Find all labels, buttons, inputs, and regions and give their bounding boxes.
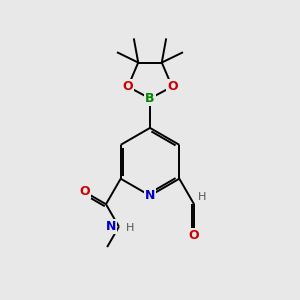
Text: N: N (145, 189, 155, 202)
Text: O: O (79, 185, 90, 198)
Text: H: H (198, 192, 206, 202)
Text: N: N (106, 220, 116, 233)
Text: O: O (167, 80, 178, 93)
Text: H: H (125, 223, 134, 233)
Text: O: O (122, 80, 133, 93)
Text: O: O (189, 229, 200, 242)
Text: B: B (145, 92, 155, 105)
